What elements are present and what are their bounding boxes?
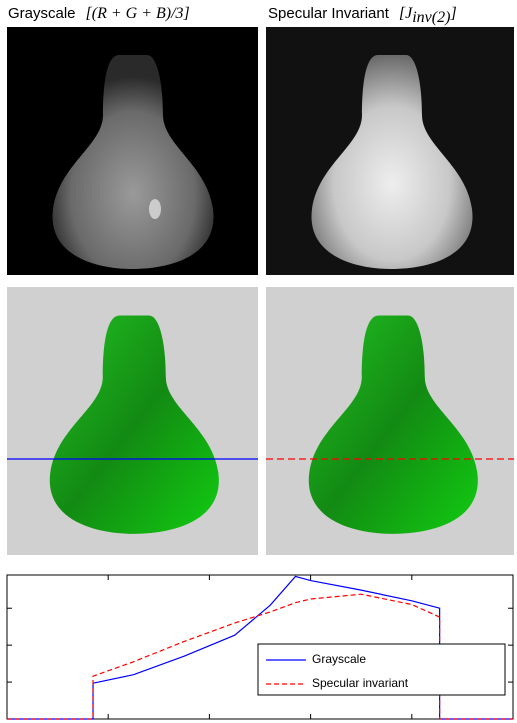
image-specular (266, 27, 514, 275)
render-specular (266, 287, 514, 555)
formula: [J (399, 5, 413, 22)
legend-label: Grayscale (312, 652, 366, 666)
page: Grayscale [(R + G + B)/3] Specular Invari… (0, 0, 517, 723)
title-text: Specular Invariant (268, 5, 390, 22)
formula: [(R + G + B)/3] (86, 5, 190, 22)
formula: ] (449, 5, 456, 22)
title-text: Grayscale (8, 5, 76, 22)
figure: Grayscale [(R + G + B)/3] Specular Invari… (0, 0, 517, 723)
formula-sub: inv(2) (412, 9, 450, 26)
legend-label: Specular invariant (312, 676, 409, 690)
image-grayscale (7, 27, 258, 275)
panel-title: Grayscale [(R + G + B)/3] (8, 5, 190, 22)
panel-title: Specular Invariant [Jinv(2)] (268, 5, 457, 26)
render-grayscale (7, 287, 258, 555)
